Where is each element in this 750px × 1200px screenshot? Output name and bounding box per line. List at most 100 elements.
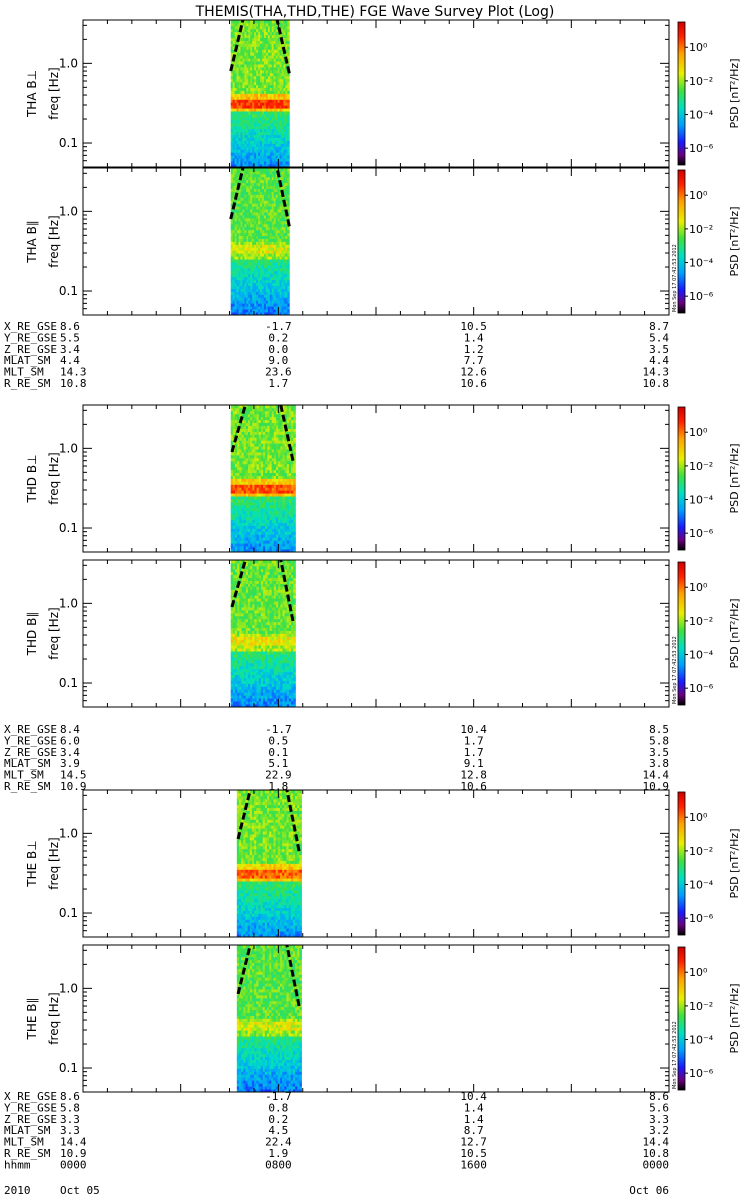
spectrogram-cell bbox=[269, 209, 273, 213]
spectrogram-cell bbox=[232, 407, 236, 412]
spectrogram-cell bbox=[248, 69, 251, 74]
spectrogram-cell bbox=[287, 215, 290, 219]
spectrogram-cell bbox=[265, 422, 268, 426]
spectrogram-cell bbox=[288, 452, 292, 456]
spectrogram-cell bbox=[261, 256, 265, 260]
spectrogram-cell bbox=[245, 502, 249, 506]
spectrogram-cell bbox=[239, 543, 242, 547]
spectrogram-cell bbox=[275, 253, 278, 257]
spectrogram-cell bbox=[265, 253, 269, 257]
spectrogram-cell bbox=[281, 226, 284, 231]
spectrogram-cell bbox=[248, 244, 251, 248]
spectrogram-cell bbox=[285, 31, 288, 36]
spectrogram-cell bbox=[277, 203, 280, 207]
spectrogram-cell bbox=[254, 40, 257, 44]
spectrogram-cell bbox=[250, 253, 253, 257]
spectrogram-cell bbox=[285, 78, 288, 83]
spectrogram-cell bbox=[261, 108, 265, 112]
spectrogram-cell bbox=[265, 463, 268, 468]
spectrogram-cell bbox=[258, 504, 262, 509]
spectrogram-cell bbox=[269, 241, 273, 245]
spectrogram-cell bbox=[293, 484, 296, 488]
spectrogram-cell bbox=[256, 428, 260, 432]
spectrogram-cell bbox=[232, 413, 236, 418]
spectrogram-cell bbox=[243, 484, 247, 488]
spectrogram-cell bbox=[288, 405, 292, 409]
spectrogram-cell bbox=[263, 200, 267, 204]
spectrogram-cell bbox=[260, 478, 264, 482]
spectrogram-cell bbox=[269, 475, 273, 479]
spectrogram-cell bbox=[261, 137, 265, 141]
spectrogram-cell bbox=[280, 490, 283, 494]
y-tick-label: 0.1 bbox=[59, 521, 78, 535]
spectrogram-cell bbox=[236, 206, 239, 210]
spectrogram-cell bbox=[250, 522, 253, 526]
spectrogram-cell bbox=[256, 487, 260, 491]
spectrogram-cell bbox=[280, 496, 283, 500]
spectrogram-cell bbox=[293, 516, 296, 521]
spectrogram-cell bbox=[269, 306, 273, 310]
spectrogram-cell bbox=[247, 466, 251, 471]
spectrogram-cell bbox=[244, 188, 247, 192]
spectrogram-cell bbox=[267, 431, 270, 435]
spectrogram-cell bbox=[235, 583, 238, 587]
spectrogram-cell bbox=[271, 28, 275, 33]
spectrogram-cell bbox=[281, 125, 284, 130]
spectrogram-cell bbox=[273, 217, 277, 222]
spectrogram-cell bbox=[267, 279, 271, 284]
spectrogram-cell bbox=[260, 288, 263, 292]
spectrogram-cell bbox=[260, 413, 264, 418]
spectrogram-cell bbox=[239, 546, 242, 550]
spectrogram-cell bbox=[245, 525, 249, 529]
spectrogram-cell bbox=[276, 457, 279, 462]
spectrogram-cell bbox=[280, 504, 283, 509]
spectrogram-cell bbox=[238, 161, 241, 165]
spectrogram-cell bbox=[286, 528, 290, 532]
spectrogram-cell bbox=[260, 454, 264, 459]
spectrogram-cell bbox=[281, 247, 284, 251]
spectrogram-cell bbox=[276, 493, 279, 497]
spectrogram-cell bbox=[273, 238, 277, 242]
spectrogram-cell bbox=[261, 226, 265, 231]
spectrogram-cell bbox=[281, 72, 284, 77]
spectrogram-cell bbox=[254, 87, 257, 91]
spectrogram-cell bbox=[238, 146, 241, 150]
spectrogram-cell bbox=[284, 405, 288, 409]
spectrogram-cell bbox=[286, 446, 290, 450]
spectrogram-cell bbox=[265, 466, 268, 471]
spectrogram-cell bbox=[280, 446, 283, 450]
spectrogram-cell bbox=[258, 279, 261, 284]
spectrogram-cell bbox=[286, 478, 290, 482]
spectrogram-cell bbox=[267, 250, 271, 254]
spectrogram-cell bbox=[237, 407, 240, 412]
spectrogram-cell bbox=[232, 428, 236, 432]
spectrogram-cell bbox=[283, 306, 286, 310]
spectrogram-cell bbox=[265, 522, 268, 526]
spectrogram-cell bbox=[280, 519, 283, 523]
spectrogram-cell bbox=[284, 466, 288, 471]
spectrogram-cell bbox=[240, 179, 243, 184]
spectrogram-cell bbox=[252, 155, 255, 159]
spectrogram-cell bbox=[246, 117, 249, 121]
spectrogram-cell bbox=[230, 61, 234, 65]
spectrogram-cell bbox=[240, 128, 243, 133]
spectrogram-cell bbox=[283, 215, 286, 219]
spectrogram-cell bbox=[248, 131, 251, 136]
spectrogram-cell bbox=[291, 437, 294, 441]
spectrogram-cell bbox=[258, 46, 261, 50]
spectrogram-cell bbox=[286, 549, 290, 553]
spectrogram-cell bbox=[271, 463, 275, 468]
spectrogram-cell bbox=[230, 695, 234, 699]
spectrogram-cell bbox=[263, 182, 267, 187]
spectrogram-cell bbox=[279, 173, 282, 178]
spectrogram-cell bbox=[254, 90, 257, 94]
spectrogram-cell bbox=[278, 422, 281, 426]
spectrogram-cell bbox=[277, 125, 280, 130]
spectrogram-cell bbox=[250, 143, 253, 147]
spectrogram-cell bbox=[293, 428, 296, 432]
spectrogram-cell bbox=[269, 81, 273, 86]
spectrogram-cell bbox=[243, 502, 247, 506]
spectrogram-cell bbox=[267, 179, 271, 184]
spectrogram-cell bbox=[287, 52, 290, 56]
spectrogram-cell bbox=[240, 99, 243, 103]
